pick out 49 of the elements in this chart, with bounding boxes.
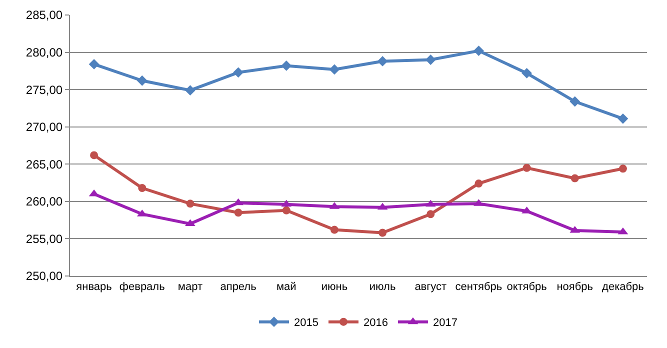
legend-label: 2017	[432, 317, 458, 330]
y-tick-label: 275,00	[26, 82, 63, 97]
point	[522, 68, 532, 78]
x-tick-label: ноябрь	[556, 281, 594, 294]
y-tick-label: 265,00	[26, 157, 63, 172]
point	[377, 56, 388, 66]
point	[474, 180, 483, 188]
x-tick-label: март	[178, 281, 203, 294]
point	[186, 200, 194, 208]
x-tick-label: сентябрь	[455, 281, 502, 294]
y-tick-label: 260,00	[26, 194, 63, 209]
point	[88, 59, 100, 70]
y-tick-label: 255,00	[26, 232, 63, 246]
x-tick-label: апрель	[220, 281, 257, 294]
point	[425, 54, 436, 65]
point	[329, 64, 340, 75]
point	[185, 219, 196, 226]
point	[281, 60, 292, 71]
point	[474, 46, 484, 56]
legend-label: 2016	[363, 317, 388, 330]
point	[426, 210, 435, 218]
point	[618, 113, 628, 124]
point	[233, 198, 244, 206]
x-tick-label: октябрь	[506, 281, 548, 294]
point	[233, 67, 244, 78]
point	[522, 164, 531, 172]
x-tick-label: декабрь	[602, 281, 644, 294]
legend-label: 2015	[294, 317, 318, 330]
y-tick-label: 280,00	[26, 45, 63, 60]
x-tick-label: июнь	[321, 281, 348, 294]
point	[234, 208, 242, 217]
point	[570, 174, 579, 182]
point	[90, 151, 98, 160]
x-tick-label: февраль	[119, 281, 166, 294]
point	[618, 164, 627, 173]
y-tick-label: 250,00	[26, 269, 63, 284]
x-tick-label: январь	[76, 281, 112, 294]
point	[378, 228, 387, 237]
y-tick-label: 270,00	[26, 120, 63, 134]
x-tick-label: август	[414, 281, 447, 294]
point	[185, 85, 196, 96]
point	[570, 96, 580, 107]
point	[136, 75, 148, 86]
point	[138, 184, 146, 192]
point	[330, 226, 338, 234]
x-tick-label: июль	[369, 281, 396, 294]
x-tick-label: май	[276, 281, 296, 294]
point	[282, 206, 290, 214]
y-tick-label: 285,00	[26, 8, 63, 22]
